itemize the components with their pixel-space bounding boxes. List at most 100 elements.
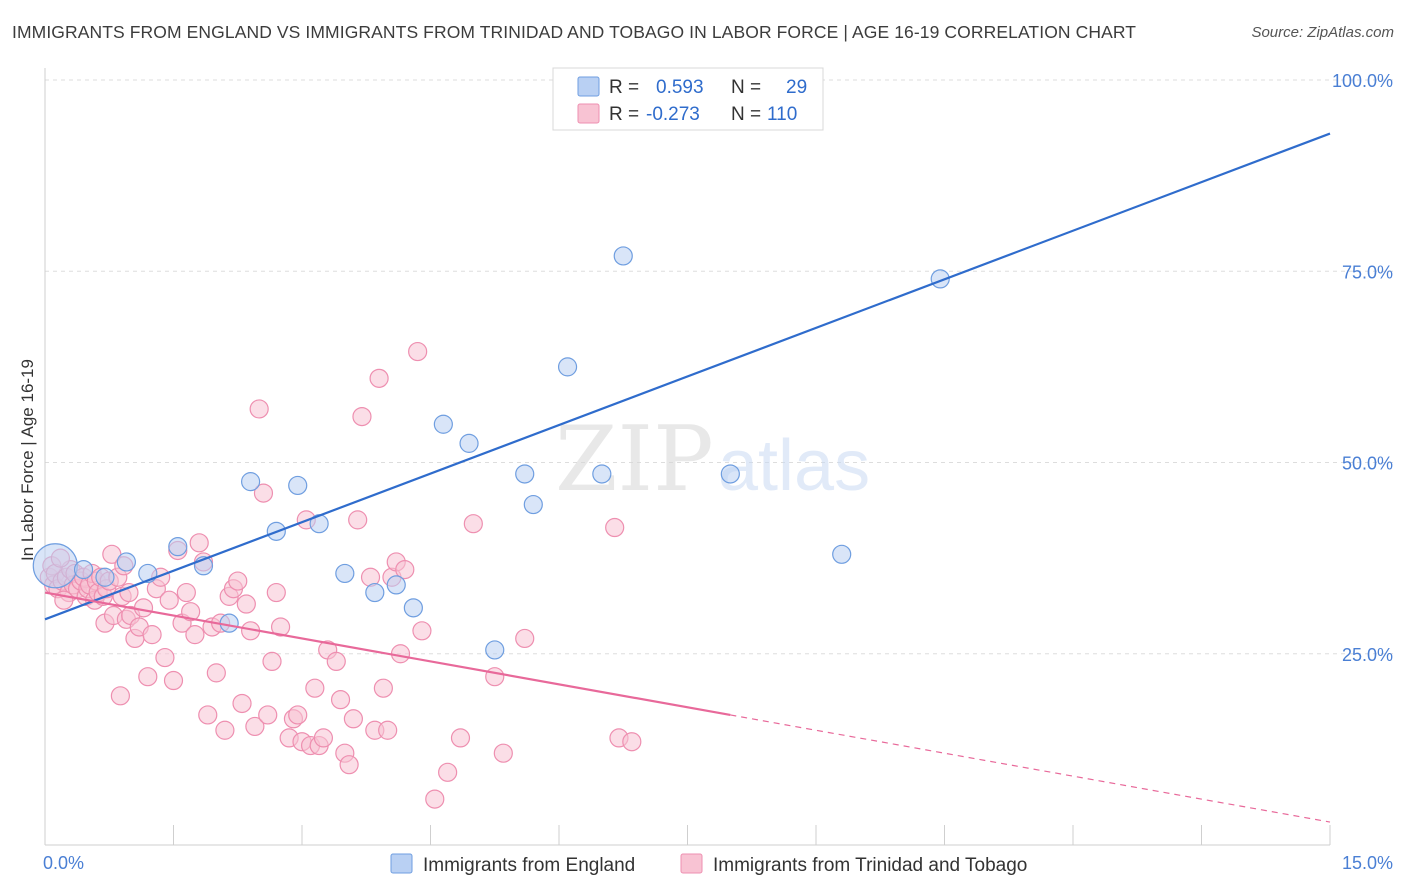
legend-swatch-england [577,76,600,97]
trinidad-point [228,571,248,591]
tick-labels: 25.0% 50.0% 75.0% 100.0% 0.0% 15.0% [43,71,1393,873]
trinidad-point [622,732,642,752]
trinidad-point [236,594,256,614]
trinidad-point [176,582,196,603]
bottom-legend-swatch-trinidad [680,853,703,874]
trinidad-point [305,678,325,698]
trinidad-point [253,483,274,503]
trinidad-point [262,651,282,672]
trinidad-point [348,510,368,530]
england-point [288,475,308,496]
trinidad-point [266,582,286,603]
trinidad-point [159,590,179,610]
trinidad-point [390,644,411,664]
legend-r-label-trinidad: R = [609,104,639,125]
england-point [335,563,355,584]
england-point [219,613,239,633]
trinidad-point [485,667,505,687]
watermark-atlas: atlas [718,426,870,506]
legend-r-value-trinidad: -0.273 [646,104,700,125]
trinidad-point [270,617,291,637]
england-point [433,414,453,434]
england-point [720,464,740,484]
trinidad-point [133,598,154,618]
trinidad-point [215,720,235,740]
trinidad-point [438,762,458,782]
trinidad-point [343,709,363,729]
england-point [557,357,578,377]
trinidad-point [258,705,278,725]
legend-swatch-trinidad [577,103,600,124]
trinidad-point [515,628,535,649]
trinidad-point [378,720,398,740]
bottom-legend-swatch-england [390,853,413,874]
trinidad-point [142,625,162,645]
legend-r-label-england: R = [609,77,639,98]
trinidad-point [450,728,471,748]
england-point [168,537,188,557]
chart-title: IMMIGRANTS FROM ENGLAND VS IMMIGRANTS FR… [12,22,1137,42]
trinidad-point [330,690,351,710]
trinidad-point [189,533,209,553]
trinidad-point [313,728,334,748]
england-point [241,472,261,492]
england-point [365,582,385,603]
trinidad-point [119,582,139,603]
trinidad-point [412,621,432,641]
bottom-legend-label-trinidad: Immigrants from Trinidad and Tobago [713,855,1027,876]
legend-n-label-trinidad: N = [731,104,761,125]
england-point [73,559,94,580]
legend-n-label-england: N = [731,77,761,98]
legend-n-value-trinidad: 110 [767,104,797,125]
trinidad-point [352,407,372,427]
trinidad-trend-line [44,591,731,717]
trinidad-point [463,514,483,534]
trinidad-trend-extension [730,714,1331,823]
trinidad-point [185,625,205,645]
trinidad-point [232,693,252,714]
y-tick-label-25: 25.0% [1342,645,1393,665]
trinidad-point [138,667,158,687]
trinidad-point [408,341,428,362]
grid-lines [45,79,1395,655]
england-trend-line [44,132,1331,621]
england-point [95,567,115,587]
series-legend: Immigrants from England Immigrants from … [390,853,1027,876]
trinidad-point [249,399,269,419]
england-point [832,544,852,564]
trinidad-point [493,743,513,763]
trinidad-point [206,663,226,683]
source-label: Source: ZipAtlas.com [1251,24,1394,41]
y-tick-label-50: 50.0% [1342,454,1393,474]
trinidad-point [326,651,346,672]
trinidad-point [181,602,201,622]
x-tick-label-min: 0.0% [43,853,84,873]
trinidad-point [339,755,359,775]
england-point [523,494,543,515]
trinidad-point [245,716,265,737]
axes [44,68,1331,846]
x-tick-label-max: 15.0% [1342,853,1393,873]
england-point [386,575,406,595]
england-point [592,464,612,484]
y-tick-label-75: 75.0% [1342,262,1393,282]
england-point [116,552,136,572]
england-point [613,246,633,266]
england-point [459,433,479,453]
england-point [485,640,505,660]
trinidad-point [198,705,218,725]
england-point [32,543,78,589]
trinidad-point [373,678,393,698]
trinidad-point [425,789,445,809]
trinidad-point [163,670,184,691]
legend-r-value-england: 0.593 [656,77,704,98]
trinidad-point [369,368,389,388]
legend-n-value-england: 29 [786,77,807,98]
trinidad-point [155,647,175,668]
trinidad-point [288,705,308,725]
y-tick-label-100: 100.0% [1332,71,1393,91]
y-axis-label: In Labor Force | Age 16-19 [18,359,37,561]
correlation-legend: R = 0.593 N = 29 R = -0.273 N = 110 [552,67,824,131]
trinidad-point [605,517,625,538]
